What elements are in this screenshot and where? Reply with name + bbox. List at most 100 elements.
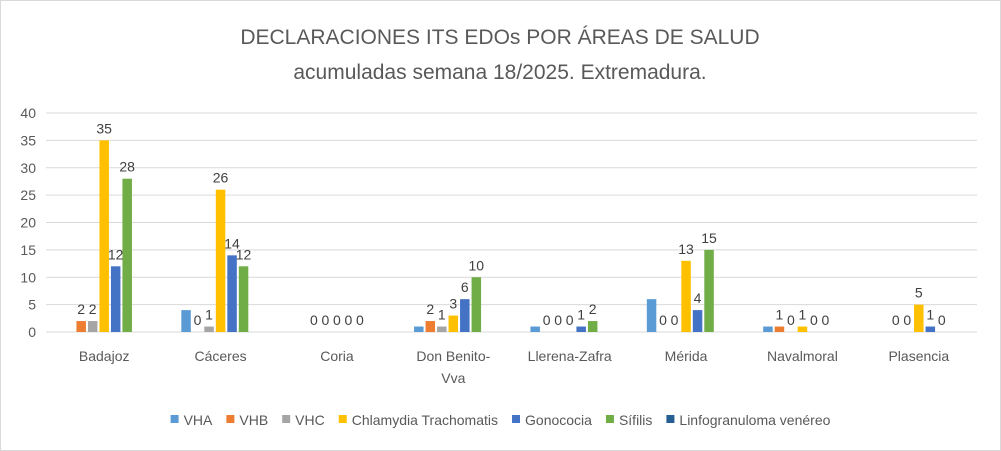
bar xyxy=(530,326,540,332)
bar xyxy=(681,260,691,332)
bar xyxy=(99,140,109,332)
x-tick-label: Coria xyxy=(320,348,354,364)
bar xyxy=(692,310,703,332)
data-label: 0 xyxy=(554,312,562,328)
bar xyxy=(122,178,132,332)
data-label: 0 xyxy=(903,312,911,328)
gridlines xyxy=(46,112,977,333)
legend-swatch xyxy=(282,415,291,423)
x-tick-label: Navalmoral xyxy=(767,348,838,364)
data-label: 35 xyxy=(96,120,112,136)
data-label: 15 xyxy=(701,230,717,246)
data-label: 0 xyxy=(345,312,353,328)
x-axis-categories: Badajoz Cáceres Coria Don Benito-Vva Llerena… xyxy=(79,348,949,386)
bar xyxy=(448,315,459,332)
bar xyxy=(181,310,191,332)
bar xyxy=(76,321,86,332)
x-tick-label: Cáceres xyxy=(194,348,246,364)
data-label: 0 xyxy=(322,312,330,328)
legend-label: Linfogranuloma venéreo xyxy=(679,412,830,428)
data-label: 0 xyxy=(671,312,679,328)
bar xyxy=(471,277,482,332)
legend-label: VHA xyxy=(184,412,213,428)
y-tick-label: 35 xyxy=(20,132,36,148)
legend-swatch xyxy=(226,415,235,423)
bars xyxy=(76,140,936,332)
data-label: 0 xyxy=(194,312,202,328)
data-label: 13 xyxy=(678,241,694,257)
bar xyxy=(763,326,773,332)
bar xyxy=(425,321,436,332)
data-label: 0 xyxy=(787,312,795,328)
legend-label: Chlamydia Trachomatis xyxy=(352,412,498,428)
chart-title: DECLARACIONES ITS EDOs POR ÁREAS DE SALU… xyxy=(240,26,759,49)
data-label: 0 xyxy=(356,312,364,328)
data-label: 10 xyxy=(469,257,485,273)
bar xyxy=(576,326,586,332)
data-label: 14 xyxy=(224,235,240,251)
x-tick-label: Mérida xyxy=(665,348,708,364)
legend-label: VHB xyxy=(239,412,268,428)
y-tick-label: 30 xyxy=(20,160,36,176)
data-label: 2 xyxy=(89,301,97,317)
data-label: 0 xyxy=(310,312,318,328)
bar xyxy=(204,326,214,332)
y-tick-label: 0 xyxy=(28,324,36,340)
data-label: 1 xyxy=(926,307,934,323)
legend: VHA VHB VHC Chlamydia Trachomatis Gonococia S… xyxy=(170,412,831,428)
y-tick-label: 40 xyxy=(20,105,36,121)
data-label: 1 xyxy=(577,307,585,323)
data-label: 1 xyxy=(438,307,446,323)
bar xyxy=(646,299,657,332)
data-label: 28 xyxy=(119,159,135,175)
bar xyxy=(587,321,598,332)
y-axis-ticks: 0 5 10 15 20 25 30 35 40 xyxy=(20,105,36,340)
legend-swatch xyxy=(338,415,347,423)
y-tick-label: 20 xyxy=(20,215,36,231)
data-label: 2 xyxy=(589,301,597,317)
legend-swatch xyxy=(170,415,179,423)
data-label: 6 xyxy=(461,279,469,295)
data-label: 2 xyxy=(77,301,85,317)
data-label: 12 xyxy=(236,246,252,262)
legend-label: Gonococia xyxy=(525,412,592,428)
data-label: 26 xyxy=(213,170,229,186)
data-label: 0 xyxy=(333,312,341,328)
data-label: 0 xyxy=(810,312,818,328)
data-label: 0 xyxy=(543,312,551,328)
x-tick-label: Llerena-Zafra xyxy=(528,348,612,364)
x-tick-label: Don Benito-Vva xyxy=(416,348,490,386)
data-label: 0 xyxy=(892,312,900,328)
bar xyxy=(110,266,121,332)
bar xyxy=(704,249,714,332)
y-tick-label: 10 xyxy=(20,269,36,285)
bar xyxy=(774,326,785,332)
bar xyxy=(437,326,447,332)
chart-subtitle: acumuladas semana 18/2025. Extremadura. xyxy=(293,61,706,84)
data-label: 1 xyxy=(205,307,213,323)
data-label: 3 xyxy=(449,296,457,312)
x-tick-label: Plasencia xyxy=(888,348,949,364)
y-tick-label: 25 xyxy=(20,187,36,203)
y-tick-label: 15 xyxy=(20,242,36,258)
bar xyxy=(215,189,226,332)
legend-swatch xyxy=(605,415,614,423)
bar xyxy=(797,326,808,332)
data-label: 0 xyxy=(938,312,946,328)
bar xyxy=(227,255,237,332)
bar xyxy=(414,326,424,332)
legend-swatch xyxy=(666,415,675,423)
data-label: 1 xyxy=(799,307,807,323)
data-label: 0 xyxy=(822,312,830,328)
data-label: 1 xyxy=(776,307,784,323)
legend-swatch xyxy=(512,415,521,423)
data-label: 12 xyxy=(108,246,124,262)
bar xyxy=(925,326,936,332)
data-label: 2 xyxy=(426,301,434,317)
bar xyxy=(914,304,924,332)
data-label: 0 xyxy=(659,312,667,328)
data-label: 5 xyxy=(915,285,923,301)
